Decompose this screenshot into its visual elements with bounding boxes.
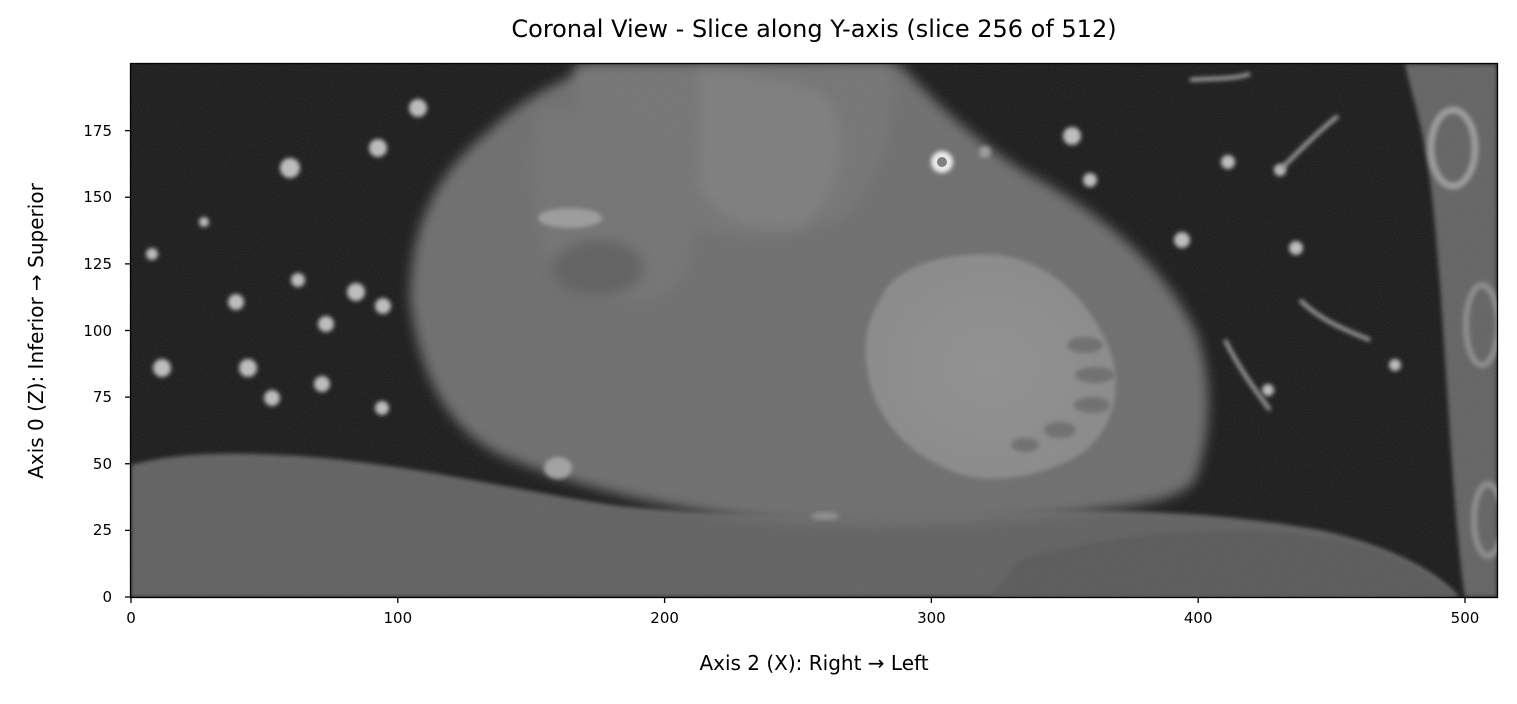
y-axis-label-container: Axis 0 (Z): Inferior → Superior xyxy=(18,63,54,598)
y-axis-label: Axis 0 (Z): Inferior → Superior xyxy=(24,182,48,479)
y-axis-ticks xyxy=(125,129,131,598)
x-tick-label: 200 xyxy=(650,609,679,627)
y-tick-label: 100 xyxy=(83,321,112,340)
image-noise xyxy=(131,64,1497,597)
y-tick-label: 125 xyxy=(83,254,112,273)
y-tick-label: 0 xyxy=(102,588,112,606)
image-title: Coronal View - Slice along Y-axis (slice… xyxy=(511,15,1117,43)
y-tick-label: 75 xyxy=(92,388,112,407)
x-axis-label: Axis 2 (X): Right → Left xyxy=(699,651,929,675)
y-tick-label: 150 xyxy=(83,188,112,207)
y-tick-label: 175 xyxy=(83,121,112,140)
ct-image xyxy=(131,64,1497,597)
x-tick-label: 0 xyxy=(126,609,136,627)
x-axis-ticks xyxy=(130,597,1466,603)
x-tick-label: 500 xyxy=(1450,609,1480,627)
x-tick-label: 300 xyxy=(917,609,946,627)
x-tick-label: 100 xyxy=(383,609,413,627)
y-tick-label: 50 xyxy=(92,454,112,473)
y-tick-label: 25 xyxy=(92,521,112,540)
x-tick-label: 400 xyxy=(1183,609,1213,627)
